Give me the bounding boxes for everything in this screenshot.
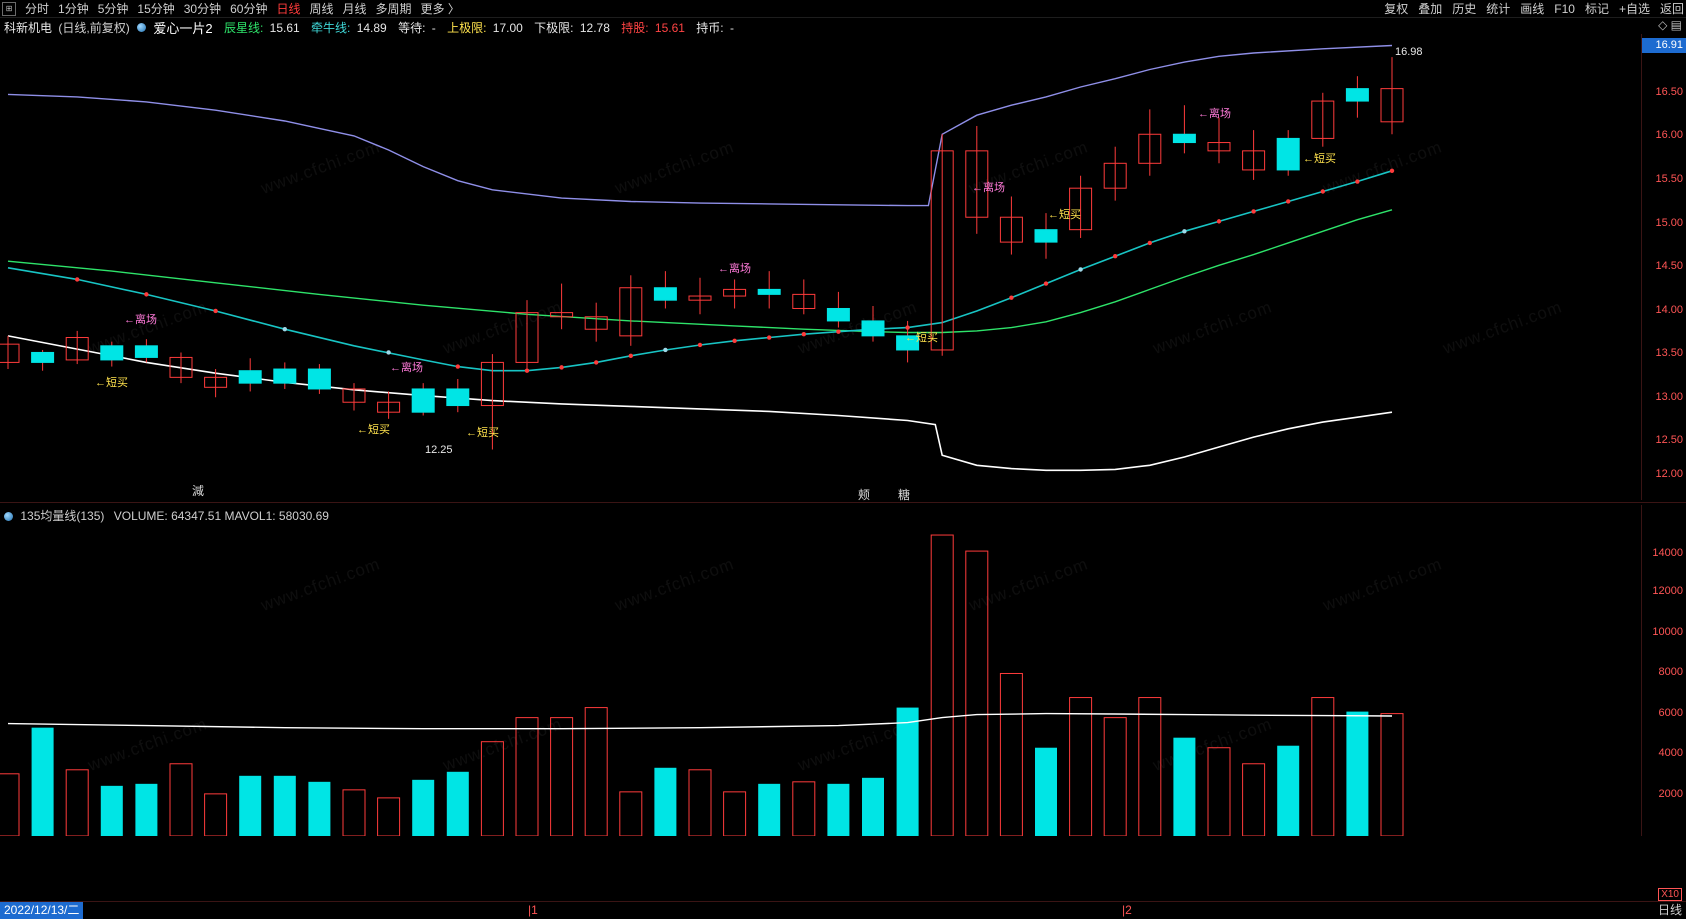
field-label-upper: 上极限: xyxy=(447,21,487,35)
indicator-toggle-icon[interactable] xyxy=(137,23,147,32)
price-tick: 13.00 xyxy=(1655,391,1683,403)
field-value-upper: 17.00 xyxy=(492,20,523,35)
signal-duanmai: ←短买 xyxy=(357,424,390,436)
price-tick: 15.50 xyxy=(1655,173,1683,185)
period-weekly[interactable]: 周线 xyxy=(309,2,334,16)
signal-duanmai: ←短买 xyxy=(1303,153,1336,165)
field-label-lower: 下极限: xyxy=(534,21,574,35)
current-date: 2022/12/13/二 xyxy=(0,902,84,919)
signal-duanmai: ←短买 xyxy=(905,332,938,344)
signal-licang: ←离场 xyxy=(972,182,1005,194)
tool-add-favorite[interactable]: +自选 xyxy=(1618,2,1650,16)
volume-indicator-name: 135均量线(135) xyxy=(20,509,105,523)
signal-licang: ←离场 xyxy=(718,263,751,275)
bottom-status-bar: 2022/12/13/二 |1 |2 日线 xyxy=(0,901,1686,919)
signal-duanmai: ←短买 xyxy=(1048,209,1081,221)
field-label-qianniu: 牵牛线: xyxy=(311,21,351,35)
volume-values: VOLUME: 64347.51 MAVOL1: 58030.69 xyxy=(113,509,329,523)
indicator-title: 爱心一片2 xyxy=(153,21,213,36)
tool-tongji[interactable]: 统计 xyxy=(1486,2,1511,16)
period-monthly[interactable]: 月线 xyxy=(342,2,367,16)
signal-licang: ←离场 xyxy=(124,314,157,326)
period-toolbar: ⊞ 分时 1分钟 5分钟 15分钟 30分钟 60分钟 日线 周线 月线 多周期… xyxy=(0,0,460,17)
field-label-hold-cash: 持币: xyxy=(696,21,724,35)
indicator-info-bar: 科新机电 (日线,前复权) 爱心一片2 辰星线: 15.61 牵牛线: 14.8… xyxy=(0,18,1686,36)
period-30min[interactable]: 30分钟 xyxy=(183,2,222,16)
field-label-dengdai: 等待: xyxy=(398,21,426,35)
last-price-badge: 16.91 xyxy=(1642,38,1686,53)
field-value-lower: 12.78 xyxy=(579,20,610,35)
price-axis: 16.91 16.50 16.00 15.50 15.00 14.50 14.0… xyxy=(1642,34,1686,500)
period-status: 日线 xyxy=(1657,903,1682,917)
x-axis-mark-1: |1 xyxy=(528,903,538,917)
period-multi[interactable]: 多周期 xyxy=(375,2,412,16)
volume-chart-pane: 14000 12000 10000 8000 6000 4000 2000 xyxy=(0,505,1686,836)
period-fenshi[interactable]: 分时 xyxy=(25,2,50,16)
field-value-chenxing: 15.61 xyxy=(269,20,300,35)
stock-name: 科新机电 xyxy=(4,21,53,35)
x-axis-mark-2: |2 xyxy=(1122,903,1132,917)
signal-licang: ←离场 xyxy=(1198,108,1231,120)
price-axis-divider xyxy=(1641,34,1642,500)
volume-tick: 8000 xyxy=(1658,666,1683,678)
period-1min[interactable]: 1分钟 xyxy=(58,2,89,16)
pane-divider xyxy=(0,502,1686,503)
tool-biaoji[interactable]: 标记 xyxy=(1584,2,1609,16)
field-label-chenxing: 辰星线: xyxy=(223,21,264,35)
field-value-hold-cash: - xyxy=(729,20,734,35)
signal-duanmai: ←短买 xyxy=(466,427,499,439)
chart-mark: 颊 xyxy=(858,488,871,502)
callout-high-price: 16.98 xyxy=(1395,46,1423,58)
chart-mark: 減 xyxy=(192,484,205,498)
price-candles-canvas xyxy=(0,44,1404,472)
price-tick: 16.50 xyxy=(1655,86,1683,98)
period-note: (日线,前复权) xyxy=(58,21,130,35)
volume-axis: 14000 12000 10000 8000 6000 4000 2000 xyxy=(1642,505,1686,836)
field-value-qianniu: 14.89 xyxy=(356,20,387,35)
tools-toolbar: 复权 叠加 历史 统计 画线 F10 标记 +自选 返回 xyxy=(1384,0,1684,17)
price-tick: 14.50 xyxy=(1655,260,1683,272)
period-daily[interactable]: 日线 xyxy=(276,2,301,16)
volume-bars-canvas xyxy=(0,534,1404,836)
chart-mark: 糖 xyxy=(898,488,911,502)
field-value-dengdai: - xyxy=(431,20,436,35)
volume-tick: 10000 xyxy=(1652,626,1683,638)
price-tick: 12.00 xyxy=(1655,468,1683,480)
volume-tick: 2000 xyxy=(1658,788,1683,800)
tool-lishi[interactable]: 历史 xyxy=(1452,2,1477,16)
top-toolbar: ⊞ 分时 1分钟 5分钟 15分钟 30分钟 60分钟 日线 周线 月线 多周期… xyxy=(0,0,1686,18)
volume-header: 135均量线(135) VOLUME: 64347.51 MAVOL1: 580… xyxy=(4,507,329,524)
tool-huaxian[interactable]: 画线 xyxy=(1520,2,1545,16)
volume-indicator-icon[interactable] xyxy=(4,512,13,521)
app-menu-icon[interactable]: ⊞ xyxy=(2,1,16,16)
period-5min[interactable]: 5分钟 xyxy=(97,2,129,16)
field-label-hold-stock: 持股: xyxy=(621,21,649,35)
price-tick: 15.00 xyxy=(1655,217,1683,229)
period-15min[interactable]: 15分钟 xyxy=(137,2,175,16)
tool-fuquan[interactable]: 复权 xyxy=(1384,2,1409,16)
period-more[interactable]: 更多 〉 xyxy=(420,2,460,16)
signal-licang: ←离场 xyxy=(390,362,423,374)
price-tick: 12.50 xyxy=(1655,434,1683,446)
tool-back[interactable]: 返回 xyxy=(1659,2,1684,16)
volume-tick: 12000 xyxy=(1652,585,1683,597)
period-60min[interactable]: 60分钟 xyxy=(230,2,268,16)
price-chart-pane: 16.91 16.50 16.00 15.50 15.00 14.50 14.0… xyxy=(0,34,1686,500)
tool-diejia[interactable]: 叠加 xyxy=(1418,2,1443,16)
volume-tick: 14000 xyxy=(1652,547,1683,559)
volume-axis-divider xyxy=(1641,505,1642,836)
price-tick: 14.00 xyxy=(1655,304,1683,316)
tool-f10[interactable]: F10 xyxy=(1554,1,1575,16)
price-tick: 13.50 xyxy=(1655,347,1683,359)
volume-tick: 6000 xyxy=(1658,707,1683,719)
infobar-right-icons[interactable]: ◇ ▤ xyxy=(1658,18,1682,32)
volume-scale-badge: X10 xyxy=(1658,888,1682,901)
field-value-hold-stock: 15.61 xyxy=(654,20,685,35)
volume-tick: 4000 xyxy=(1658,747,1683,759)
callout-low-price: 12.25 xyxy=(425,444,453,456)
price-tick: 16.00 xyxy=(1655,129,1683,141)
signal-duanmai: ←短买 xyxy=(95,377,128,389)
